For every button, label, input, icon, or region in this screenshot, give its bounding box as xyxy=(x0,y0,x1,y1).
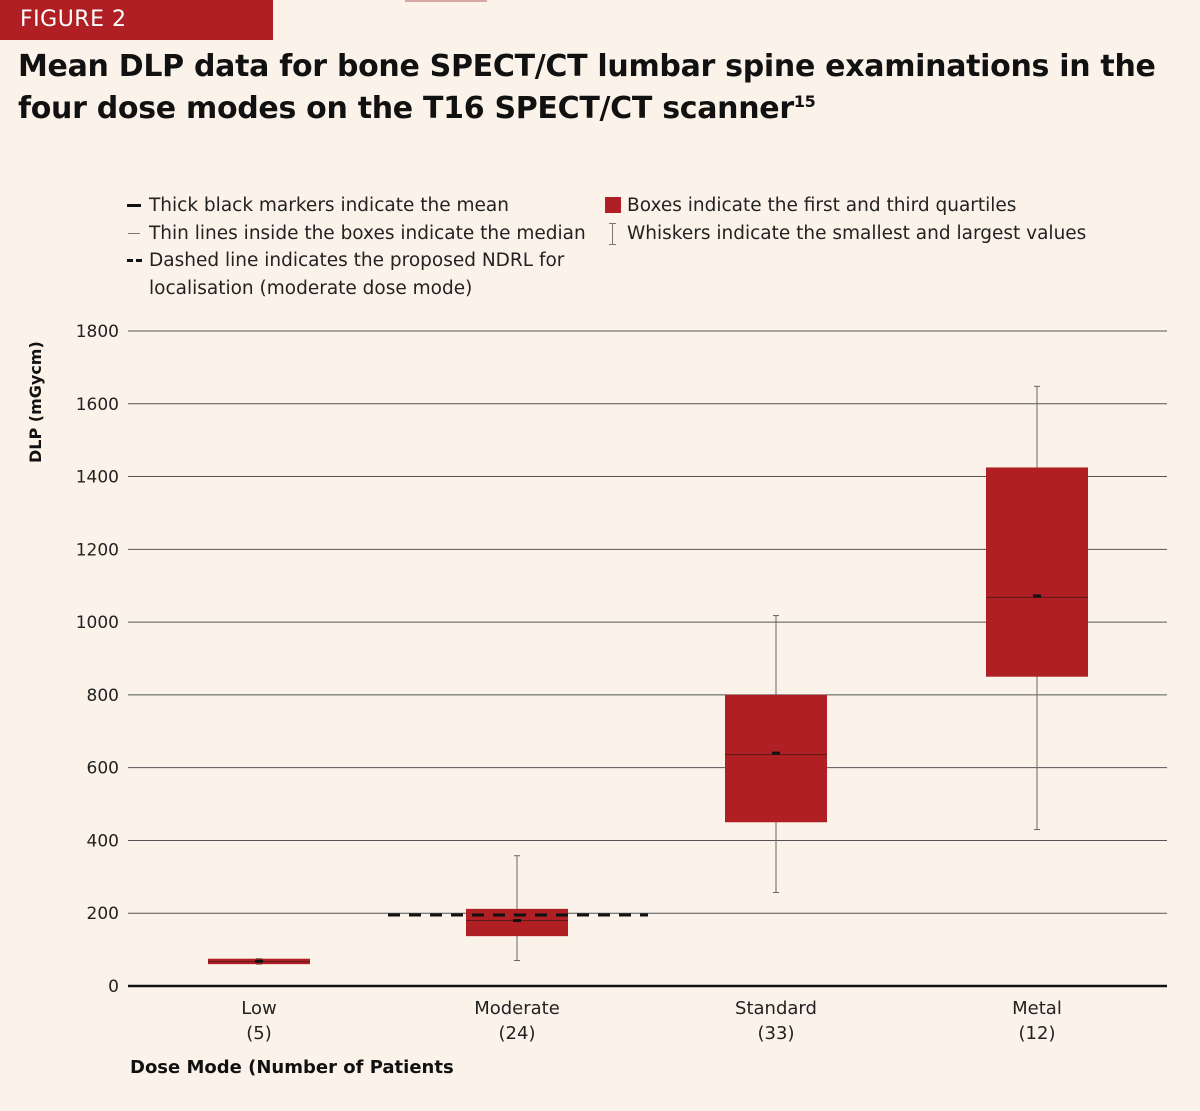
legend-item-median: Thin lines inside the boxes indicate the… xyxy=(126,220,596,248)
dashed-line-icon xyxy=(126,247,149,275)
y-tick-label-1600: 1600 xyxy=(76,395,119,415)
legend-item-quartiles: Boxes indicate the first and third quart… xyxy=(604,192,1184,220)
top-accent-line xyxy=(405,0,487,2)
legend-left: Thick black markers indicate the mean Th… xyxy=(126,192,596,302)
x-tick-count-metal: (12) xyxy=(1019,1023,1056,1044)
legend-item-mean: Thick black markers indicate the mean xyxy=(126,192,596,220)
x-tick-label-metal: Metal xyxy=(1012,998,1062,1019)
chart-title: Mean DLP data for bone SPECT/CT lumbar s… xyxy=(18,46,1188,130)
legend-ndrl-line1: Dashed line indicates the proposed NDRL … xyxy=(149,250,565,271)
legend-whiskers-text: Whiskers indicate the smallest and large… xyxy=(627,222,1087,244)
legend-item-whiskers: Whiskers indicate the smallest and large… xyxy=(604,220,1184,248)
legend-ndrl-text: Dashed line indicates the proposed NDRL … xyxy=(149,247,564,302)
y-tick-label-0: 0 xyxy=(108,977,119,997)
y-tick-label-200: 200 xyxy=(87,904,119,924)
x-axis-label: Dose Mode (Number of Patients xyxy=(130,1057,454,1078)
y-tick-label-1800: 1800 xyxy=(76,322,119,342)
y-tick-label-1400: 1400 xyxy=(76,468,119,488)
legend-quartiles-text: Boxes indicate the first and third quart… xyxy=(627,195,1017,216)
box-metal xyxy=(986,467,1088,677)
legend-item-ndrl: Dashed line indicates the proposed NDRL … xyxy=(126,247,596,302)
x-tick-label-low: Low xyxy=(241,998,276,1019)
y-tick-label-1000: 1000 xyxy=(76,613,119,633)
figure-label: FIGURE 2 xyxy=(0,0,273,40)
y-tick-label-400: 400 xyxy=(87,831,119,851)
y-tick-label-1200: 1200 xyxy=(76,540,119,560)
legend-right: Boxes indicate the first and third quart… xyxy=(604,192,1184,247)
whisker-icon xyxy=(604,220,627,248)
x-tick-label-standard: Standard xyxy=(735,998,817,1019)
x-tick-label-moderate: Moderate xyxy=(474,998,560,1019)
x-tick-count-standard: (33) xyxy=(758,1023,795,1044)
x-tick-count-moderate: (24) xyxy=(499,1023,536,1044)
box-swatch-icon xyxy=(604,192,627,220)
y-tick-label-600: 600 xyxy=(87,759,119,779)
title-text: Mean DLP data for bone SPECT/CT lumbar s… xyxy=(18,49,1156,126)
mean-marker-icon xyxy=(126,192,149,220)
legend-mean-text: Thick black markers indicate the mean xyxy=(149,195,509,216)
x-tick-count-low: (5) xyxy=(246,1023,272,1044)
legend-ndrl-line2: localisation (moderate dose mode) xyxy=(149,277,473,299)
title-citation: 15 xyxy=(793,92,816,111)
median-line-icon xyxy=(126,220,149,248)
box-standard xyxy=(725,694,827,823)
box-moderate xyxy=(466,908,568,937)
legend-median-text: Thin lines inside the boxes indicate the… xyxy=(149,222,586,244)
y-tick-label-800: 800 xyxy=(87,686,119,706)
